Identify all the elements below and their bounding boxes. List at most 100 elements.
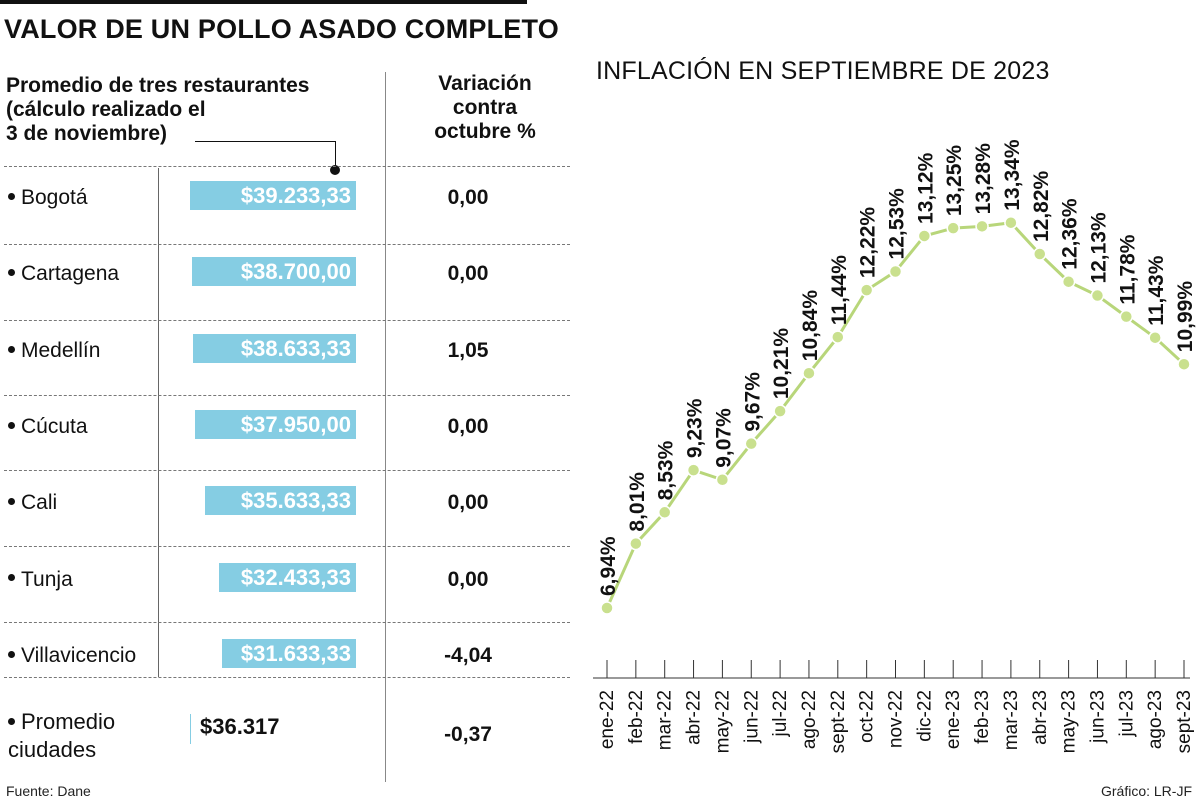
data-label: 11,43% — [1145, 255, 1168, 325]
variation-header-line-3: octubre % — [434, 120, 536, 143]
row-divider — [4, 470, 570, 471]
price-bar: $32.433,33 — [218, 562, 356, 592]
data-point — [773, 404, 787, 418]
average-variation: -0,37 — [444, 723, 492, 746]
data-label: 8,53% — [655, 440, 678, 500]
price-header-line-1: Promedio de tres restaurantes — [6, 74, 310, 97]
inflation-line-chart: ene-22 feb-22 mar-22 abr-22 may-22 jun-22 jul-… — [593, 139, 1197, 753]
x-tick-label: abr-22 — [684, 690, 705, 745]
data-point — [859, 283, 874, 297]
data-label: 11,78% — [1116, 234, 1139, 304]
data-label: 12,82% — [1030, 170, 1053, 242]
variation-column-header: Variación contra octubre % — [400, 72, 570, 144]
x-tick-label: may-22 — [712, 690, 733, 753]
row-divider — [4, 166, 570, 167]
data-label: 9,23% — [684, 398, 707, 458]
x-tick-label: feb-23 — [972, 690, 993, 744]
row-divider — [4, 622, 570, 623]
x-tick-label: ene-22 — [597, 690, 618, 749]
data-label: 11,44% — [828, 255, 851, 325]
data-label: 12,36% — [1059, 198, 1082, 270]
data-point — [1090, 288, 1105, 303]
bullet-icon — [8, 574, 15, 582]
top-rule — [0, 0, 527, 4]
city-label: Cartagena — [8, 262, 119, 286]
data-label: 6,94% — [597, 536, 620, 596]
x-tick-label: jul-23 — [1116, 690, 1137, 737]
x-tick-label: jun-22 — [741, 690, 762, 744]
data-label: 13,28% — [972, 143, 995, 215]
average-label-line-1: Promedio — [8, 708, 115, 736]
source-note: Fuente: Dane — [6, 783, 91, 799]
data-label: 8,01% — [626, 472, 649, 532]
variation-value: -4,04 — [444, 643, 492, 667]
data-label: 9,07% — [712, 408, 735, 468]
bullet-icon — [8, 192, 15, 200]
price-bar: $31.633,33 — [222, 638, 356, 668]
data-label: 12,53% — [886, 188, 909, 260]
chart-title: INFLACIÓN EN SEPTIEMBRE DE 2023 — [596, 57, 1050, 85]
price-bar: $39.233,33 — [190, 181, 356, 210]
city-label: Tunja — [8, 568, 73, 592]
credit-note: Gráfico: LR-JF — [1100, 783, 1192, 799]
data-label: 10,99% — [1174, 281, 1197, 353]
data-label: 9,67% — [741, 372, 764, 432]
row-divider — [4, 395, 570, 396]
data-label: 10,84% — [799, 290, 822, 362]
row-divider — [4, 320, 570, 321]
data-point — [686, 463, 701, 477]
bullet-icon — [8, 345, 15, 353]
x-tick-label: jul-22 — [770, 690, 791, 737]
data-point — [1061, 274, 1076, 289]
data-label: 12,13% — [1087, 212, 1110, 284]
price-header-line-3: 3 de noviembre) — [6, 122, 168, 145]
x-tick-label: abr-23 — [1030, 690, 1051, 745]
data-point — [946, 221, 960, 235]
data-point — [1119, 309, 1134, 324]
average-label-line-2: ciudades — [8, 737, 97, 762]
x-tick-label: feb-22 — [626, 690, 647, 744]
x-tick-label: may-23 — [1059, 690, 1080, 753]
x-tick-label: sept-23 — [1174, 690, 1195, 753]
x-tick-label: nov-22 — [886, 690, 907, 748]
variation-value: 0,00 — [447, 186, 489, 209]
data-point — [1033, 247, 1047, 261]
variation-value: 0,00 — [447, 262, 489, 286]
price-column-header: Promedio de tres restaurantes (cálculo r… — [6, 74, 376, 146]
city-label: Cali — [8, 491, 57, 515]
x-tick-label: dic-22 — [914, 690, 935, 742]
row-divider — [4, 677, 570, 678]
data-label: 13,12% — [914, 152, 937, 224]
variation-value: 1,05 — [447, 338, 489, 362]
data-point — [1177, 357, 1191, 371]
bullet-icon — [8, 421, 15, 429]
data-point — [831, 330, 845, 344]
price-bar: $38.633,33 — [192, 333, 356, 363]
data-point — [1148, 330, 1162, 345]
variation-value: 0,00 — [447, 414, 489, 438]
data-point — [715, 473, 730, 487]
data-point — [657, 505, 672, 520]
row-divider — [4, 244, 570, 245]
price-bar: $37.950,00 — [195, 409, 356, 439]
average-value: $36.317 — [200, 714, 280, 739]
header-leader-line — [195, 141, 336, 170]
header-leader-dot — [330, 165, 340, 175]
main-title: VALOR DE UN POLLO ASADO COMPLETO — [4, 14, 559, 44]
x-tick-label: sept-22 — [828, 690, 849, 753]
data-point — [600, 601, 614, 615]
data-label: 12,22% — [857, 207, 880, 279]
x-tick-label: oct-22 — [857, 690, 878, 743]
x-tick-label: ene-23 — [943, 690, 964, 749]
bullet-icon — [8, 498, 15, 506]
row-divider — [4, 546, 570, 547]
variation-value: 0,00 — [447, 491, 489, 515]
data-label: 13,25% — [943, 145, 966, 217]
average-marker — [190, 714, 191, 744]
city-label: Medellín — [8, 339, 100, 363]
city-column-divider — [158, 168, 159, 677]
bullet-icon — [8, 717, 15, 725]
city-label: Cúcuta — [8, 415, 88, 439]
average-label: Promedio ciudades — [8, 708, 115, 764]
x-tick-label: ago-23 — [1145, 690, 1166, 749]
